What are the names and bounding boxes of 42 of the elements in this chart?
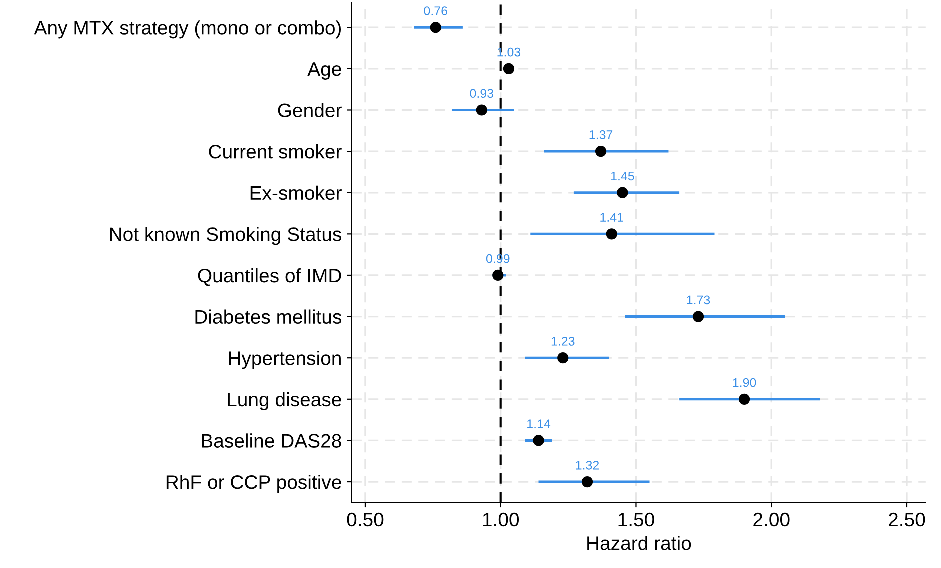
point — [595, 146, 607, 158]
data-label: 1.37 — [590, 130, 613, 140]
y-tick-label: Diabetes mellitus — [196, 310, 342, 324]
y-tick-label: Not known Smoking Status — [110, 227, 342, 246]
x-axis-title: Hazard ratio — [588, 536, 692, 550]
y-tick-label: Hypertension — [229, 351, 341, 370]
x-tick-label: 1.50 — [618, 512, 654, 527]
data-label: 1.14 — [528, 420, 551, 428]
y-tick-label: Current smoker — [209, 144, 342, 159]
point — [476, 104, 488, 116]
data-label: 1.03 — [498, 48, 521, 57]
x-tick-label: 0.50 — [347, 512, 384, 527]
point — [492, 270, 504, 282]
y-tick-label: Any MTX strategy (mono or combo) — [34, 20, 342, 39]
y-tick-label: RhF or CCP positive — [166, 474, 342, 494]
data-label: 0.93 — [470, 89, 494, 98]
data-label: 1.73 — [687, 296, 710, 305]
y-tick-label: Gender — [278, 103, 342, 118]
point — [533, 435, 544, 446]
point — [738, 394, 750, 405]
point — [558, 352, 569, 364]
x-tick-label: 2.50 — [889, 512, 926, 527]
data-label: 1.45 — [611, 172, 634, 181]
x-tick-label: 1.00 — [483, 512, 520, 527]
y-tick-label: Ex-smoker — [250, 186, 342, 200]
point — [582, 476, 594, 488]
data-label: 1.41 — [600, 213, 624, 222]
x-tick-label: 2.00 — [754, 512, 790, 527]
y-tick-label: Baseline DAS28 — [202, 434, 342, 448]
point — [617, 187, 628, 198]
y-tick-label: Lung disease — [228, 392, 342, 410]
point — [430, 22, 442, 34]
data-label: 0.99 — [486, 254, 510, 264]
y-tick-label: Quantiles of IMD — [198, 268, 342, 286]
data-label: 1.90 — [733, 378, 756, 388]
data-label: 1.23 — [552, 337, 575, 346]
data-label: 1.32 — [576, 460, 600, 470]
point — [606, 228, 618, 240]
point — [503, 63, 515, 74]
y-tick-label: Age — [308, 62, 342, 80]
data-label: 0.76 — [424, 6, 448, 16]
point — [692, 311, 704, 322]
